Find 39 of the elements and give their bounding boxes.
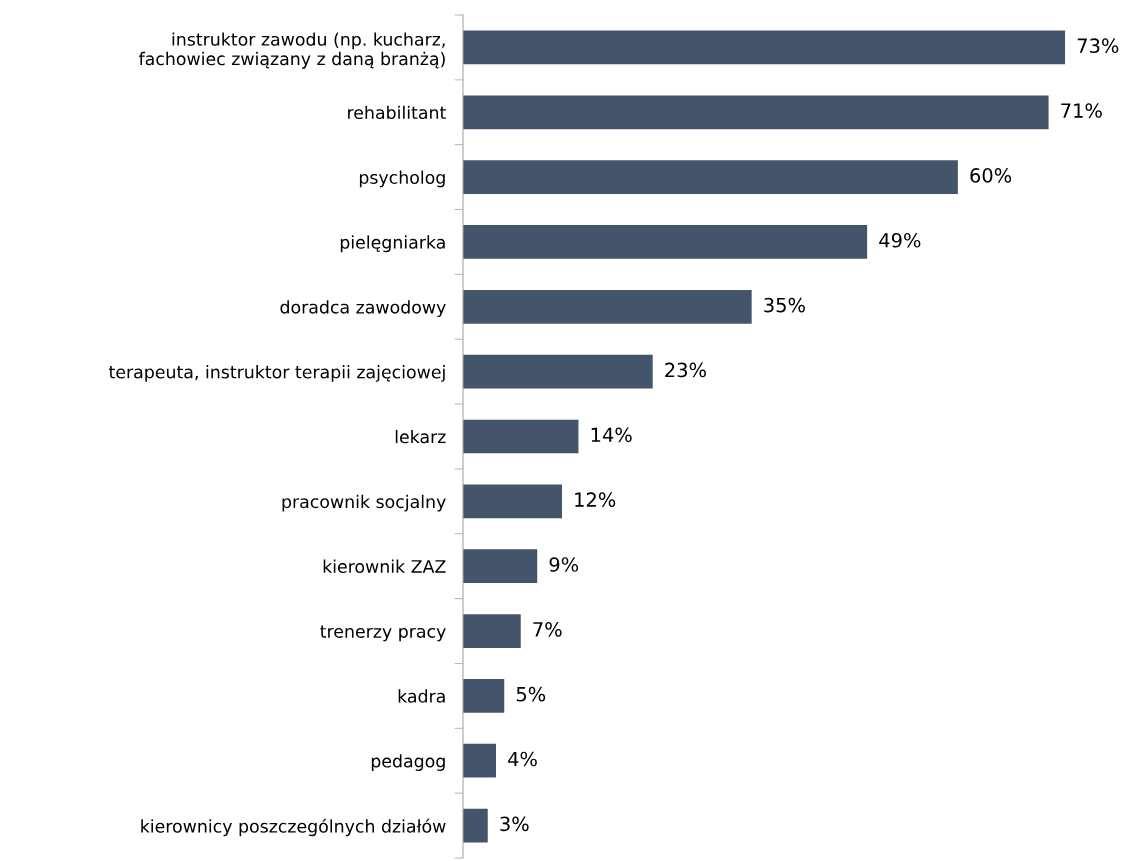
bar bbox=[463, 484, 562, 519]
y-tick-label: kierownik ZAZ bbox=[323, 559, 446, 574]
bar bbox=[463, 160, 958, 194]
data-label: 4% bbox=[508, 751, 537, 767]
y-tick-label: instruktor zawodu (np. kucharz, fachowiec związany z daną branżą) bbox=[138, 32, 445, 69]
y-tick-label: pracownik socjalny bbox=[282, 494, 446, 512]
y-tick-label: trenerzy pracy bbox=[320, 625, 446, 642]
bar bbox=[463, 354, 653, 389]
y-tick-label: lekarz bbox=[395, 429, 446, 444]
data-label: 35% bbox=[764, 297, 805, 313]
bar bbox=[463, 419, 579, 454]
data-label: 60% bbox=[970, 168, 1012, 183]
bar bbox=[463, 289, 752, 324]
y-tick-label: psycholog bbox=[359, 170, 445, 188]
bar bbox=[463, 95, 1049, 130]
data-label: 73% bbox=[1077, 38, 1119, 54]
y-tick-label: pielęgniarka bbox=[340, 235, 445, 253]
y-tick-label: doradca zawodowy bbox=[280, 300, 446, 318]
data-label: 71% bbox=[1061, 103, 1102, 118]
bar bbox=[463, 808, 488, 843]
bar bbox=[463, 743, 496, 778]
data-label: 14% bbox=[591, 427, 632, 443]
data-label: 9% bbox=[549, 557, 579, 572]
data-label: 49% bbox=[879, 232, 921, 248]
y-tick-label: rehabilitant bbox=[348, 105, 446, 120]
bar bbox=[463, 614, 521, 648]
data-label: 7% bbox=[533, 621, 562, 637]
bar bbox=[463, 679, 505, 713]
data-label: 12% bbox=[575, 492, 616, 507]
y-tick-label: kadra bbox=[398, 689, 445, 703]
data-label: 3% bbox=[500, 816, 529, 832]
data-label: 23% bbox=[665, 362, 706, 378]
bar bbox=[463, 225, 868, 259]
y-tick-label: terapeuta, instruktor terapii zajęciowej bbox=[108, 365, 445, 382]
y-tick-label: pedagog bbox=[371, 754, 445, 771]
bar bbox=[463, 549, 538, 584]
data-label: 5% bbox=[516, 686, 546, 702]
bar bbox=[463, 30, 1066, 65]
y-tick-label: kierownicy poszczególnych działów bbox=[141, 818, 446, 837]
